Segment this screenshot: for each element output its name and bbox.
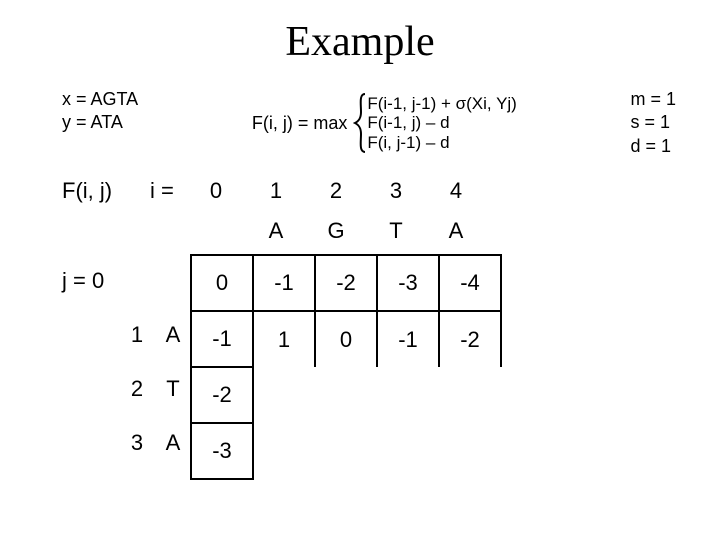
column-letter-row: A G T A bbox=[62, 218, 720, 244]
row-labels: j = 0 1 A 2 T 3 A bbox=[62, 254, 190, 470]
cell: -1 bbox=[191, 311, 253, 367]
j-label: j = 0 bbox=[62, 268, 122, 294]
row-letter: T bbox=[156, 376, 190, 402]
x-sequence: x = AGTA bbox=[62, 88, 138, 111]
param-s: s = 1 bbox=[630, 111, 676, 134]
definition-bar: x = AGTA y = ATA F(i, j) = max F(i-1, j-… bbox=[62, 88, 676, 158]
cell: 1 bbox=[253, 311, 315, 367]
case-1: F(i-1, j-1) + σ(Xi, Yj) bbox=[367, 94, 517, 114]
cell: -1 bbox=[253, 255, 315, 311]
cell: 0 bbox=[191, 255, 253, 311]
case-3: F(i, j-1) – d bbox=[367, 133, 517, 153]
col-letter: G bbox=[306, 218, 366, 244]
col-letter: T bbox=[366, 218, 426, 244]
cell: -4 bbox=[439, 255, 501, 311]
formula-cases: F(i-1, j-1) + σ(Xi, Yj) F(i-1, j) – d F(… bbox=[367, 94, 517, 153]
recurrence-formula: F(i, j) = max F(i-1, j-1) + σ(Xi, Yj) F(… bbox=[252, 88, 517, 158]
col-index: 3 bbox=[366, 178, 426, 204]
col-index: 0 bbox=[186, 178, 246, 204]
row-letter: A bbox=[156, 430, 190, 456]
row-index: 1 bbox=[122, 322, 152, 348]
page-title: Example bbox=[0, 18, 720, 66]
col-letter: A bbox=[246, 218, 306, 244]
cell: -2 bbox=[439, 311, 501, 367]
column-index-row: F(i, j) i = 0 1 2 3 4 bbox=[62, 178, 720, 204]
sequence-defs: x = AGTA y = ATA bbox=[62, 88, 138, 158]
row-letter: A bbox=[156, 322, 190, 348]
row-index: 2 bbox=[122, 376, 152, 402]
y-sequence: y = ATA bbox=[62, 111, 138, 134]
row-index: 3 bbox=[122, 430, 152, 456]
fij-label: F(i, j) bbox=[62, 178, 150, 204]
dp-matrix: F(i, j) i = 0 1 2 3 4 A G T A j = 0 1 A bbox=[62, 178, 720, 480]
cell: -3 bbox=[191, 423, 253, 479]
left-brace-icon bbox=[353, 92, 367, 154]
col-index: 2 bbox=[306, 178, 366, 204]
param-m: m = 1 bbox=[630, 88, 676, 111]
formula-lhs: F(i, j) = max bbox=[252, 113, 348, 134]
cell: 0 bbox=[315, 311, 377, 367]
cell: -2 bbox=[191, 367, 253, 423]
col-index: 1 bbox=[246, 178, 306, 204]
cell: -3 bbox=[377, 255, 439, 311]
col-index: 4 bbox=[426, 178, 486, 204]
i-label: i = bbox=[150, 178, 186, 204]
case-2: F(i-1, j) – d bbox=[367, 113, 517, 133]
param-d: d = 1 bbox=[630, 135, 676, 158]
score-params: m = 1 s = 1 d = 1 bbox=[630, 88, 676, 158]
col-letter: A bbox=[426, 218, 486, 244]
dp-table: 0 -1 -2 -3 -4 -1 1 0 -1 -2 -2 -3 bbox=[190, 254, 502, 480]
cell: -1 bbox=[377, 311, 439, 367]
cell: -2 bbox=[315, 255, 377, 311]
